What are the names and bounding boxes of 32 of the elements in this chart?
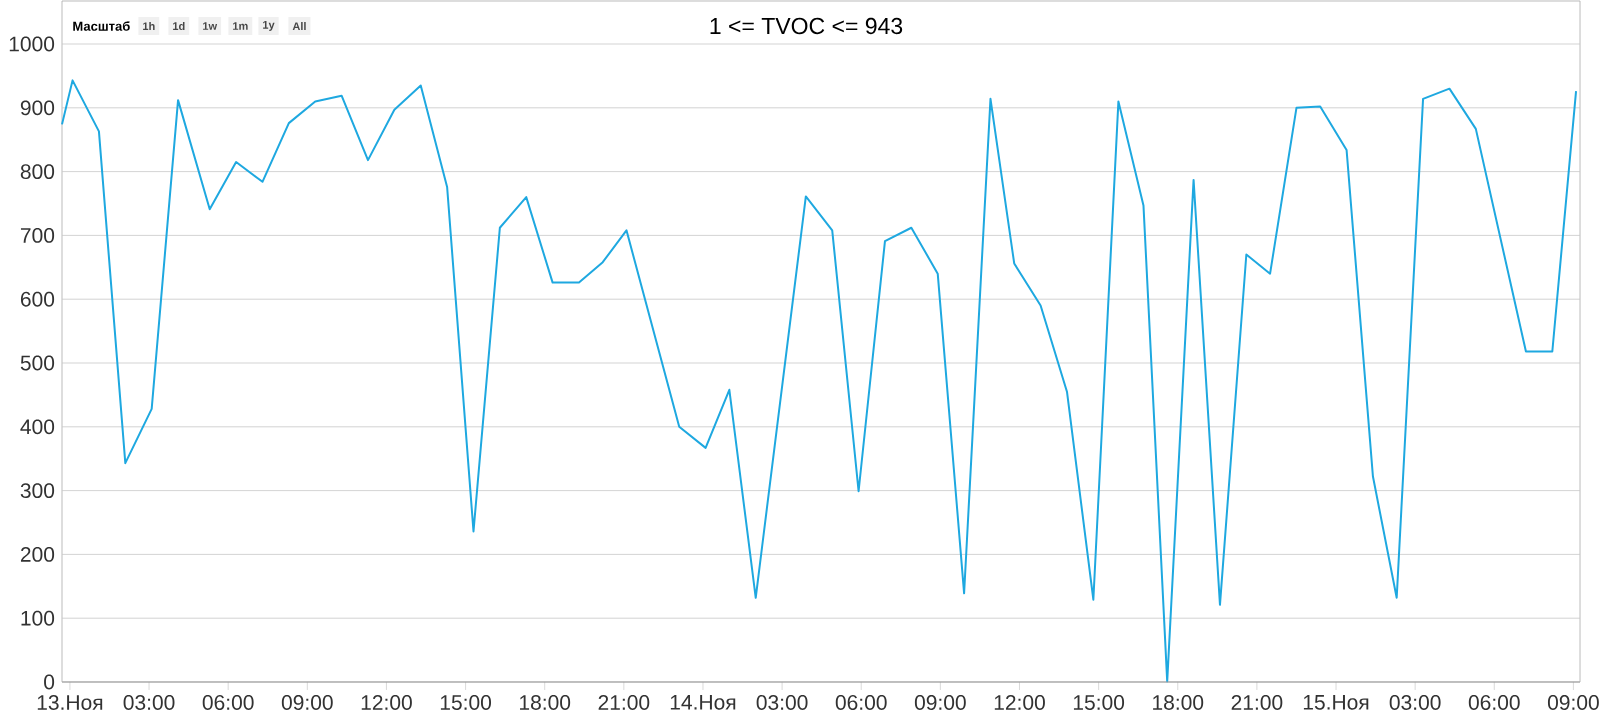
y-tick-label: 1000 — [9, 36, 55, 52]
y-tick-label: 200 — [20, 546, 55, 562]
x-tick-label: 12:00 — [361, 695, 412, 710]
x-tick-label: 15:00 — [440, 695, 492, 710]
x-tick-label: 09:00 — [1547, 695, 1599, 710]
y-tick-label: 100 — [21, 610, 55, 626]
y-tick-label: 400 — [20, 419, 55, 435]
x-tick-label: 21:00 — [1231, 695, 1283, 710]
x-tick-label: 18:00 — [520, 695, 571, 710]
y-tick-label: 800 — [20, 164, 55, 180]
x-tick-label: 06:00 — [835, 695, 887, 710]
y-tick-label: 700 — [20, 227, 55, 243]
x-tick-label: 21:00 — [598, 695, 650, 710]
x-tick-label: 03:00 — [123, 695, 175, 710]
x-tick-label: 15:00 — [1073, 695, 1125, 710]
x-tick-label: 06:00 — [1468, 695, 1520, 710]
y-tick-label: 900 — [20, 100, 55, 116]
x-tick-label: 03:00 — [756, 695, 808, 710]
x-tick-label: 15.Ноя — [1303, 695, 1369, 710]
y-tick-label: 0 — [44, 674, 55, 690]
x-tick-label: 13.Ноя — [37, 695, 103, 710]
x-tick-label: 09:00 — [914, 695, 966, 710]
x-tick-label: 18:00 — [1153, 695, 1204, 710]
x-tick-label: 06:00 — [202, 695, 254, 710]
x-tick-label: 12:00 — [994, 695, 1045, 710]
x-tick-label: 03:00 — [1389, 695, 1441, 710]
y-tick-label: 500 — [20, 355, 55, 371]
y-tick-label: 300 — [20, 483, 55, 499]
y-tick-label: 600 — [20, 291, 55, 307]
x-tick-label: 14.Ноя — [670, 695, 736, 710]
x-tick-label: 09:00 — [281, 695, 333, 710]
chart-title: 1 <= TVOC <= 943 — [710, 17, 903, 35]
